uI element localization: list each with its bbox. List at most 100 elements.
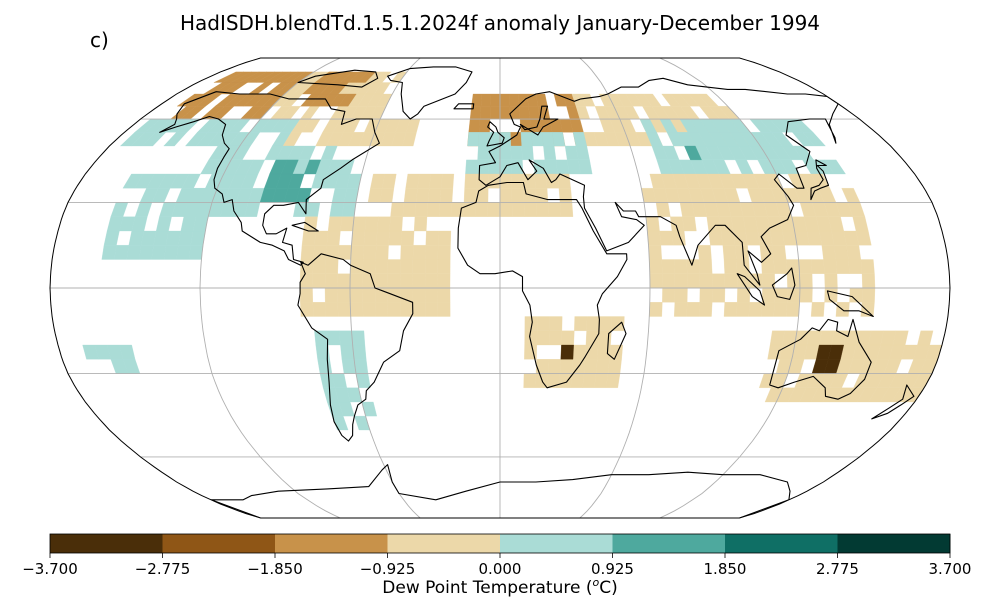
grid-cell — [437, 259, 451, 274]
grid-cell — [852, 216, 869, 232]
grid-cell — [467, 132, 480, 147]
grid-cell — [572, 344, 587, 360]
grid-cell — [300, 106, 320, 120]
grid-cell — [523, 373, 537, 388]
grid-cell — [475, 202, 489, 217]
grid-cell — [541, 132, 555, 147]
grid-cell — [706, 216, 722, 232]
grid-cell — [511, 188, 525, 203]
grid-cell — [364, 216, 379, 232]
coast-africa — [457, 181, 628, 389]
grid-cell — [522, 173, 536, 189]
coast-iceland — [453, 103, 475, 110]
grid-cell — [340, 344, 355, 360]
grid-cell — [544, 159, 558, 175]
grid-cell — [699, 287, 713, 303]
grid-cell — [413, 216, 428, 232]
grid-cell — [424, 302, 438, 317]
grid-cell — [451, 202, 465, 217]
grid-cell — [560, 344, 574, 360]
grid-cell — [508, 93, 520, 107]
grid-cell — [352, 344, 367, 360]
grid-cell — [686, 302, 700, 317]
grid-cell — [607, 359, 622, 374]
grid-cell — [351, 230, 366, 246]
grid-cell — [437, 287, 451, 303]
grid-cell — [312, 273, 326, 289]
grid-cell — [119, 344, 136, 360]
grid-cell — [499, 132, 511, 147]
colorbar-tick-label: 3.700 — [929, 560, 972, 578]
grid-cell — [748, 302, 763, 317]
colorbar-label: Dew Point Temperature (oC) — [382, 576, 617, 598]
grid-cell — [488, 145, 501, 161]
grid-cell — [403, 188, 418, 203]
grid-cell — [114, 245, 129, 260]
grid-cell — [733, 230, 748, 246]
grid-cell — [730, 216, 746, 232]
grid-cell — [405, 173, 420, 189]
grid-cell — [301, 230, 316, 246]
grid-cell — [499, 145, 512, 161]
colorbar-tick-label: 0.925 — [591, 560, 634, 578]
grid-cell — [580, 93, 596, 107]
grid-cell — [338, 93, 357, 107]
colorbar-tick-label: −3.700 — [22, 560, 78, 578]
grid-cell — [387, 273, 401, 289]
grid-cell — [518, 106, 531, 120]
grid-cell — [367, 188, 383, 203]
grid-cell — [488, 173, 501, 189]
grid-cell — [437, 302, 451, 317]
grid-cell — [648, 245, 662, 260]
grid-cell — [424, 259, 438, 274]
grid-cell — [489, 106, 501, 120]
grid-cell — [375, 245, 389, 260]
colorbar-swatch — [50, 534, 163, 553]
grid-cell — [412, 245, 426, 260]
grid-cell — [835, 259, 850, 274]
grid-cell — [723, 259, 738, 274]
grid-cell — [329, 202, 345, 217]
grid-cell — [561, 330, 575, 346]
grid-cell — [736, 259, 750, 274]
grid-cell — [374, 273, 388, 289]
grid-cell — [341, 202, 357, 217]
grid-cell — [337, 287, 351, 303]
grid-cell — [535, 93, 548, 107]
grid-cell — [324, 287, 338, 303]
grid-cell — [674, 287, 688, 303]
grid-cell — [510, 145, 523, 161]
grid-cell — [687, 273, 701, 289]
coast-arctic-islands — [297, 69, 379, 88]
grid-cell — [337, 302, 351, 317]
grid-cell — [786, 302, 800, 317]
coast-new-guinea — [826, 290, 874, 318]
grid-cell — [388, 230, 402, 246]
grid-cell — [761, 259, 775, 274]
grid-cell — [697, 245, 712, 260]
grid-cell — [511, 159, 524, 175]
grid-cell — [698, 259, 713, 274]
grid-cell — [892, 330, 909, 346]
grid-cell — [376, 230, 390, 246]
grid-cell — [101, 245, 117, 260]
grid-cell — [520, 132, 533, 147]
grid-cell — [662, 287, 676, 303]
grid-cell — [464, 173, 478, 189]
grid-cell — [312, 302, 326, 317]
grid-cell — [338, 159, 355, 175]
grid-cell — [338, 245, 352, 260]
grid-cell — [555, 159, 570, 175]
grid-cell — [499, 188, 513, 203]
colorbar-tick-label: 2.775 — [816, 560, 859, 578]
grid-cell — [734, 245, 749, 260]
panel-label: c) — [90, 28, 109, 52]
grid-cell — [312, 259, 326, 274]
coast-madagascar — [606, 321, 627, 360]
grid-cell — [151, 245, 167, 260]
grid-cell — [597, 344, 611, 360]
meridian-line — [659, 58, 801, 518]
colorbar-swatch — [612, 534, 726, 553]
grid-cell — [387, 259, 401, 274]
